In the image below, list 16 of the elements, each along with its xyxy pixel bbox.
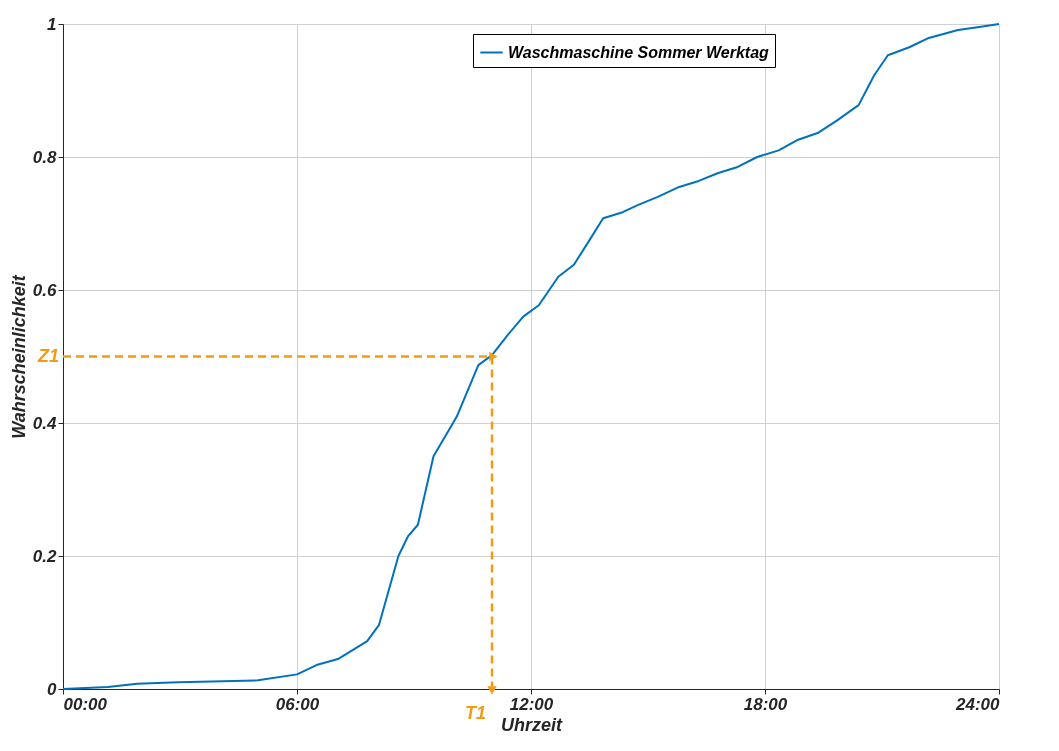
y-tick-label: 0.4 (32, 413, 58, 433)
y-tick-label: 0.8 (32, 147, 58, 167)
x-tick-label: 18:00 (743, 694, 788, 714)
annotation: Z1 (36, 345, 59, 366)
x-axis-title: Uhrzeit (500, 714, 563, 735)
y-tick-label: 0 (47, 679, 58, 699)
x-tick-label: 12:00 (509, 694, 554, 714)
x-tick-label: 24:00 (955, 694, 1001, 714)
x-tick-label: 06:00 (275, 694, 320, 714)
legend-label: Waschmaschine Sommer Werktag (508, 43, 770, 61)
x-tick-label: 00:00 (63, 694, 108, 714)
annotation: T1 (464, 703, 486, 723)
y-tick-label: 0.2 (32, 546, 58, 566)
y-axis-title: Wahrscheinlichkeit (8, 274, 29, 439)
y-tick-label: 1 (47, 14, 57, 34)
y-tick-label: 0.6 (32, 280, 58, 300)
